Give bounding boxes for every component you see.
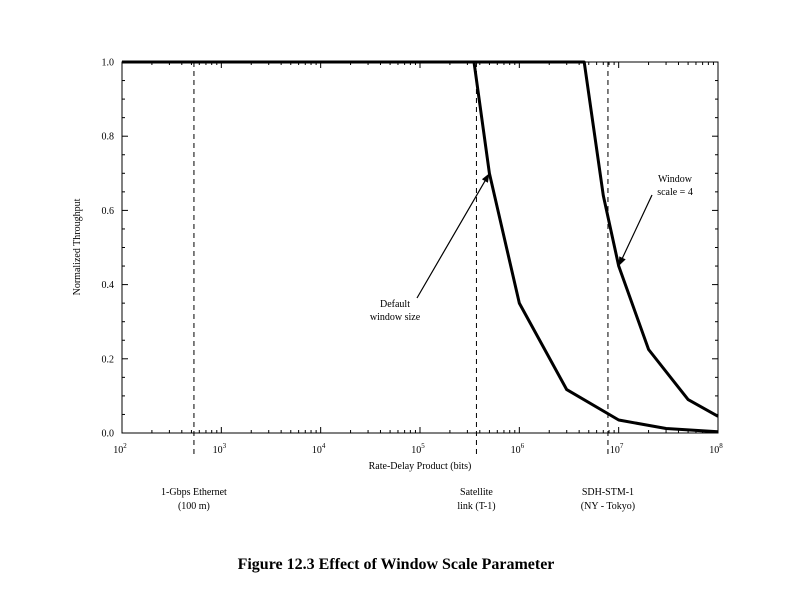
annotation-arrowhead [481,173,490,183]
annotation-text: Default [380,299,410,310]
series-line [122,60,719,418]
annotation-arrow [618,194,653,267]
y-tick-label: 0.4 [102,280,115,291]
x-tick-label: 107 [610,442,624,456]
x-axis-label: Rate-Delay Product (bits) [369,461,472,472]
y-tick-label: 1.0 [102,58,115,69]
annotation-text: window size [370,312,421,323]
reference-line-label: (NY - Tokyo) [581,501,635,512]
annotation-text: Window [658,174,693,185]
plot-frame [121,61,719,434]
annotation-arrow [416,172,490,299]
annotations: Default window size Window scale = 4 [370,172,693,323]
x-tick-label: 106 [511,442,525,456]
x-tick-label: 103 [213,442,227,456]
reference-lines: 1-Gbps Ethernet (100 m) Satellite link (T-1… [161,62,635,512]
reference-line-label: 1-Gbps Ethernet [161,487,227,498]
x-axis-ticks: 102 103 104 105 106 107 108 [113,62,723,456]
annotation-text: scale = 4 [657,187,693,198]
series-layer [122,60,719,434]
figure-caption: Figure 12.3 Effect of Window Scale Param… [237,556,555,573]
x-tick-label: 104 [312,442,326,456]
y-tick-label: 0.6 [102,206,115,217]
reference-line-label: SDH-STM-1 [582,487,634,498]
x-tick-label: 102 [113,442,127,456]
reference-line-label: Satellite [460,487,493,498]
y-tick-label: 0.8 [102,132,115,143]
y-tick-label: 0.0 [102,429,115,440]
annotation-arrowhead [618,256,626,266]
x-tick-label: 108 [709,442,723,456]
reference-line-label: link (T-1) [457,501,495,512]
reference-line-label: (100 m) [178,501,210,512]
x-tick-label: 105 [411,442,425,456]
y-axis-label: Normalized Throughput [72,198,83,295]
y-tick-label: 0.2 [102,354,115,365]
series-line [122,60,719,434]
y-axis-ticks: 0.0 0.2 0.4 0.6 0.8 1.0 [102,58,718,440]
